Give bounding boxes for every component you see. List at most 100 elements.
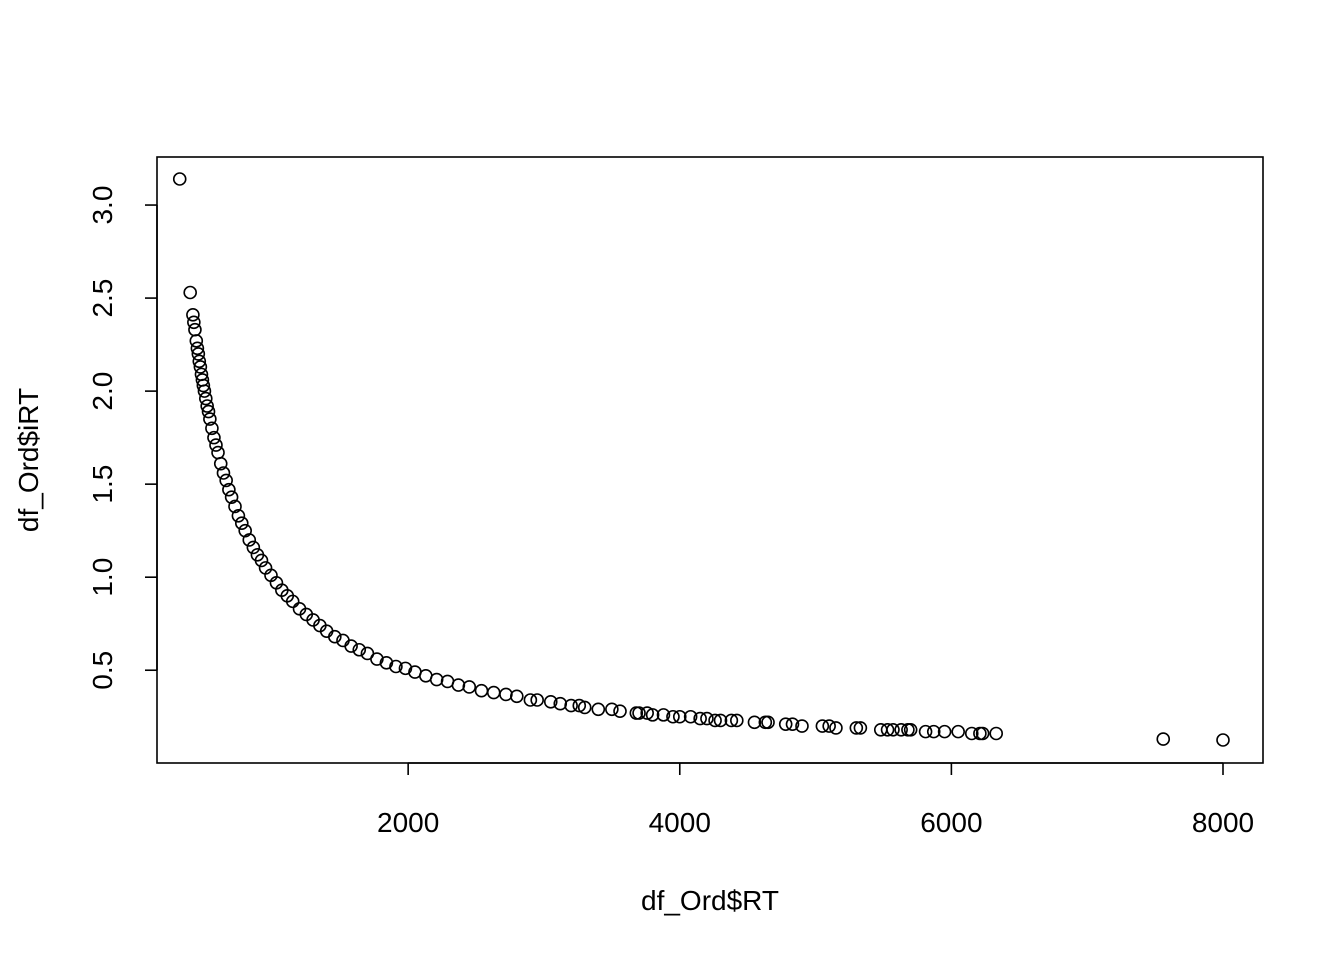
data-point: [193, 360, 208, 374]
data-point: [219, 473, 233, 488]
data-point: [849, 721, 864, 735]
y-tick-label: 3.0: [87, 186, 118, 225]
data-point: [451, 678, 466, 692]
data-point: [553, 696, 568, 711]
data-point: [197, 384, 212, 398]
data-point: [708, 713, 722, 728]
data-point: [172, 172, 187, 186]
data-point: [352, 642, 367, 657]
data-point: [224, 490, 239, 504]
data-point: [605, 702, 619, 717]
x-tick-label: 8000: [1192, 807, 1254, 838]
data-point: [200, 399, 214, 413]
data-point: [486, 685, 501, 700]
data-point: [523, 693, 538, 707]
data-point: [564, 698, 578, 713]
data-point: [730, 713, 744, 728]
data-point: [370, 652, 384, 666]
data-point: [724, 713, 739, 728]
data-point: [640, 706, 654, 720]
data-point: [613, 704, 627, 718]
data-point: [186, 308, 200, 322]
data-point: [672, 709, 687, 724]
data-point: [228, 499, 242, 514]
data-point: [577, 700, 592, 715]
data-point: [894, 722, 908, 737]
data-point: [429, 672, 444, 687]
data-point: [989, 726, 1004, 741]
y-tick-label: 2.5: [87, 279, 118, 318]
data-point: [499, 687, 513, 702]
data-point: [903, 722, 918, 737]
data-point: [918, 724, 933, 739]
data-point: [216, 466, 231, 480]
data-point: [747, 715, 762, 730]
data-point: [632, 706, 646, 720]
y-tick-label: 1.0: [87, 558, 118, 597]
data-point: [196, 378, 211, 393]
data-point: [192, 354, 207, 369]
data-point: [398, 661, 413, 676]
data-point: [344, 639, 358, 653]
data-point: [975, 726, 990, 741]
data-point: [285, 594, 300, 609]
data-point: [254, 553, 269, 568]
data-point: [191, 347, 206, 361]
data-point: [203, 412, 217, 426]
x-axis-label: df_Ord$RT: [641, 885, 779, 916]
data-point: [188, 322, 202, 337]
data-point: [183, 285, 197, 300]
data-point: [785, 717, 800, 731]
data-point: [761, 715, 775, 730]
data-point: [187, 315, 201, 330]
data-point: [199, 391, 213, 406]
data-point: [328, 629, 342, 644]
data-point: [474, 683, 489, 698]
data-point: [693, 711, 707, 726]
data-point: [886, 722, 900, 737]
y-axis: 0.5 1.0 1.5 2.0 2.5 3.0: [87, 186, 158, 690]
data-point: [234, 516, 249, 531]
data-point: [880, 722, 895, 737]
data-point: [211, 445, 225, 460]
data-point: [209, 438, 223, 452]
y-tick-label: 0.5: [87, 651, 118, 690]
data-point: [778, 717, 793, 731]
data-point: [795, 719, 809, 733]
data-point: [656, 708, 671, 722]
data-point: [189, 334, 204, 348]
x-tick-label: 6000: [920, 807, 982, 838]
data-point: [205, 421, 219, 436]
data-point: [201, 404, 216, 419]
data-point: [1216, 733, 1230, 747]
data-point: [379, 655, 394, 670]
data-point: [829, 721, 843, 735]
data-point: [666, 709, 680, 724]
plot-frame: [156, 156, 1264, 764]
data-point: [822, 719, 836, 733]
data-point: [231, 508, 246, 523]
data-points: [172, 172, 1230, 747]
data-point: [543, 695, 558, 709]
data-point: [973, 726, 987, 741]
x-tick-label: 2000: [377, 807, 439, 838]
data-point: [713, 713, 728, 728]
data-point: [222, 482, 236, 497]
data-point: [683, 709, 698, 724]
data-point: [572, 698, 587, 713]
data-point: [964, 726, 979, 741]
data-point: [645, 708, 660, 722]
data-point: [389, 659, 403, 674]
data-point: [926, 724, 941, 739]
data-point: [1156, 732, 1171, 746]
data-point: [510, 689, 524, 704]
data-point: [246, 540, 261, 555]
data-point: [530, 693, 544, 707]
data-point: [937, 724, 952, 739]
data-point: [462, 680, 477, 694]
data-point: [853, 721, 868, 735]
data-point: [951, 724, 965, 739]
data-point: [591, 702, 606, 717]
x-axis: 2000 4000 6000 8000: [377, 762, 1254, 838]
